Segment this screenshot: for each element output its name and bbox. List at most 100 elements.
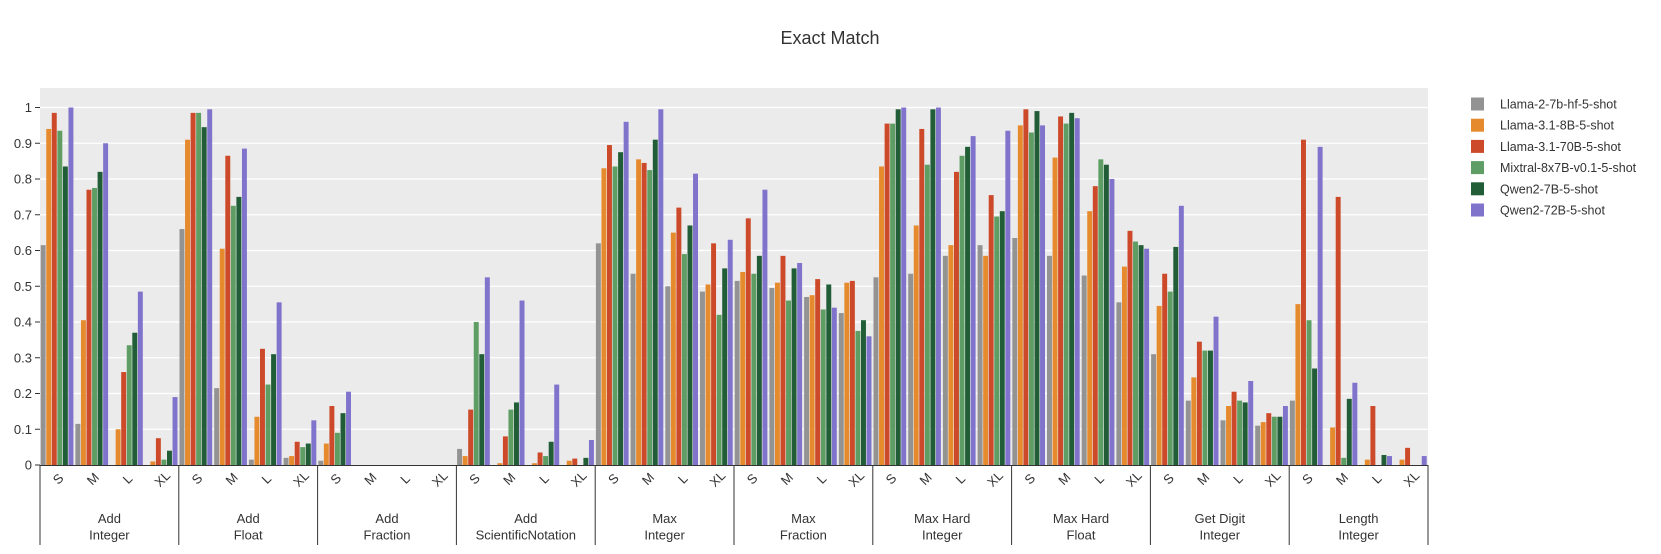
y-tick-label: 0.1 <box>14 422 32 437</box>
bar-qwen2-72b-5-shot <box>1352 382 1358 465</box>
bar-llama-2-7b-hf-5-shot <box>1255 425 1261 465</box>
bar-mixtral-8x7b-v0-1-5-shot <box>1028 132 1034 465</box>
bar-qwen2-7b-5-shot <box>62 166 68 466</box>
bar-qwen2-7b-5-shot <box>687 225 693 465</box>
bar-qwen2-72b-5-shot <box>1040 125 1045 466</box>
bar-mixtral-8x7b-v0-1-5-shot <box>265 384 271 465</box>
bar-qwen2-7b-5-shot <box>861 320 866 465</box>
bar-qwen2-72b-5-shot <box>658 109 664 465</box>
bar-llama-3-1-8b-5-shot <box>1399 459 1405 465</box>
bar-qwen2-72b-5-shot <box>1213 316 1219 465</box>
bar-llama-3-1-8b-5-shot <box>150 461 156 465</box>
bar-qwen2-7b-5-shot <box>756 255 762 465</box>
bar-qwen2-7b-5-shot <box>132 332 138 465</box>
bar-llama-3-1-70b-5-shot <box>1370 406 1376 465</box>
bar-qwen2-7b-5-shot <box>1346 398 1352 465</box>
bar-mixtral-8x7b-v0-1-5-shot <box>612 166 618 466</box>
bar-mixtral-8x7b-v0-1-5-shot <box>1341 457 1347 465</box>
bar-llama-3-1-70b-5-shot <box>849 280 855 465</box>
bar-mixtral-8x7b-v0-1-5-shot <box>196 112 202 466</box>
group-label: Integer <box>1200 528 1241 543</box>
bar-qwen2-72b-5-shot <box>1178 205 1184 465</box>
bar-qwen2-72b-5-shot <box>797 263 803 465</box>
bar-llama-3-1-70b-5-shot <box>155 438 161 465</box>
bar-llama-3-1-8b-5-shot <box>1330 427 1336 465</box>
bar-llama-3-1-70b-5-shot <box>919 128 925 465</box>
bar-qwen2-7b-5-shot <box>722 268 728 466</box>
bar-llama-3-1-8b-5-shot <box>289 456 295 465</box>
bars <box>40 107 1427 466</box>
bar-llama-2-7b-hf-5-shot <box>40 245 46 465</box>
group-label: Fraction <box>780 528 827 543</box>
bar-qwen2-72b-5-shot <box>727 239 733 465</box>
legend-swatch <box>1471 182 1484 196</box>
bar-mixtral-8x7b-v0-1-5-shot <box>855 330 861 465</box>
bar-qwen2-72b-5-shot <box>866 336 872 465</box>
bar-qwen2-7b-5-shot <box>1138 245 1144 465</box>
bar-llama-3-1-70b-5-shot <box>537 452 543 465</box>
legend-swatch <box>1471 97 1484 111</box>
bar-llama-2-7b-hf-5-shot <box>804 296 810 465</box>
bar-llama-3-1-8b-5-shot <box>1121 266 1127 465</box>
bar-qwen2-72b-5-shot <box>762 189 768 465</box>
bar-llama-3-1-8b-5-shot <box>879 166 884 466</box>
legend-label: Llama-2-7b-hf-5-shot <box>1500 98 1617 112</box>
bar-llama-2-7b-hf-5-shot <box>908 273 914 465</box>
bar-llama-2-7b-hf-5-shot <box>873 277 879 465</box>
bar-mixtral-8x7b-v0-1-5-shot <box>1237 400 1243 465</box>
bar-mixtral-8x7b-v0-1-5-shot <box>1202 350 1208 465</box>
bar-llama-2-7b-hf-5-shot <box>248 459 254 465</box>
bar-llama-3-1-8b-5-shot <box>983 255 989 465</box>
bar-qwen2-72b-5-shot <box>693 173 698 465</box>
bar-qwen2-72b-5-shot <box>1421 456 1427 465</box>
bar-mixtral-8x7b-v0-1-5-shot <box>751 273 757 465</box>
plot-area <box>40 88 1428 466</box>
bar-llama-3-1-8b-5-shot <box>185 139 190 465</box>
y-tick-label: 0.5 <box>14 279 32 294</box>
bar-qwen2-7b-5-shot <box>97 171 103 465</box>
bar-qwen2-72b-5-shot <box>1109 179 1115 465</box>
group-label: Integer <box>1338 528 1379 543</box>
group-label: Max <box>791 511 816 526</box>
group-label: Length <box>1339 511 1379 526</box>
bar-llama-3-1-70b-5-shot <box>1231 391 1237 465</box>
bar-llama-3-1-70b-5-shot <box>225 155 231 465</box>
bar-qwen2-7b-5-shot <box>1173 246 1179 465</box>
bar-llama-2-7b-hf-5-shot <box>1220 420 1226 465</box>
bar-mixtral-8x7b-v0-1-5-shot <box>57 130 63 466</box>
bar-llama-3-1-8b-5-shot <box>115 429 121 465</box>
bar-qwen2-72b-5-shot <box>935 107 941 465</box>
bar-llama-3-1-70b-5-shot <box>86 189 92 465</box>
bar-llama-3-1-8b-5-shot <box>254 416 260 465</box>
bar-llama-3-1-8b-5-shot <box>462 456 468 465</box>
bar-llama-3-1-8b-5-shot <box>532 463 537 465</box>
group-label: Max Hard <box>914 511 970 526</box>
bar-llama-2-7b-hf-5-shot <box>1012 237 1018 465</box>
bar-llama-3-1-8b-5-shot <box>740 271 746 465</box>
bar-llama-3-1-8b-5-shot <box>46 128 52 465</box>
bar-llama-2-7b-hf-5-shot <box>630 273 636 465</box>
bar-llama-3-1-8b-5-shot <box>1052 157 1058 466</box>
bar-llama-3-1-8b-5-shot <box>1260 422 1266 465</box>
y-tick-label: 0.9 <box>14 136 32 151</box>
bar-llama-3-1-70b-5-shot <box>815 279 821 465</box>
bar-llama-2-7b-hf-5-shot <box>1116 302 1122 465</box>
bar-llama-3-1-8b-5-shot <box>1017 125 1023 466</box>
bar-llama-2-7b-hf-5-shot <box>769 288 775 465</box>
bar-llama-3-1-8b-5-shot <box>913 225 919 465</box>
legend-swatch <box>1471 161 1484 175</box>
group-label: Add <box>237 511 260 526</box>
bar-qwen2-72b-5-shot <box>1387 456 1392 465</box>
bar-mixtral-8x7b-v0-1-5-shot <box>334 432 340 465</box>
bar-llama-3-1-70b-5-shot <box>1301 139 1306 465</box>
bar-llama-3-1-8b-5-shot <box>809 295 815 465</box>
bar-llama-3-1-8b-5-shot <box>219 248 225 465</box>
bar-llama-3-1-70b-5-shot <box>711 243 717 465</box>
bar-llama-2-7b-hf-5-shot <box>838 313 844 465</box>
legend-swatch <box>1471 118 1484 132</box>
bar-mixtral-8x7b-v0-1-5-shot <box>994 216 1000 465</box>
bar-qwen2-7b-5-shot <box>895 109 901 465</box>
bar-llama-3-1-8b-5-shot <box>1156 305 1162 465</box>
group-label: Integer <box>922 528 963 543</box>
